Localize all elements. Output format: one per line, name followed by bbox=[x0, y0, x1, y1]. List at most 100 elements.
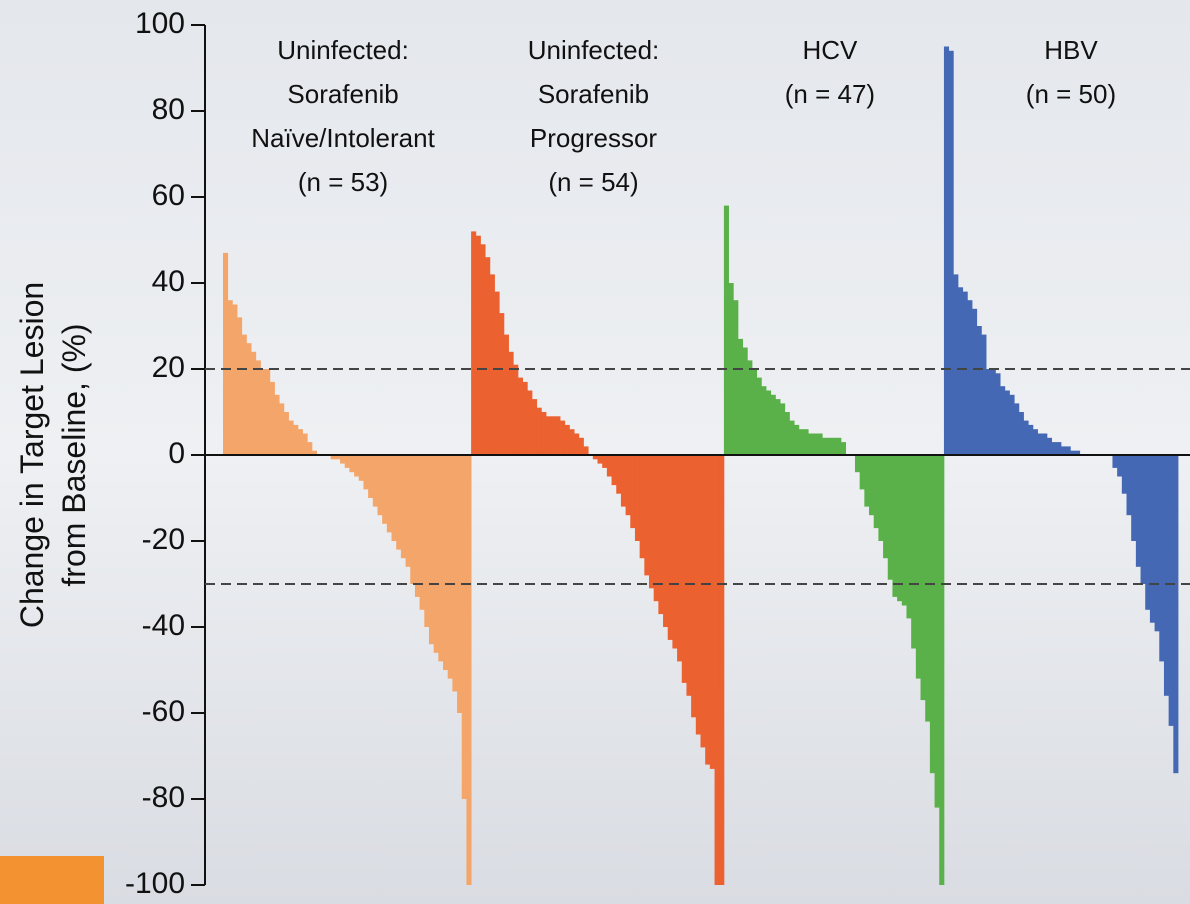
bar bbox=[289, 421, 294, 455]
bar bbox=[293, 425, 298, 455]
bar bbox=[382, 455, 387, 524]
bar bbox=[1009, 395, 1014, 455]
bar bbox=[701, 455, 706, 747]
bar bbox=[448, 455, 453, 679]
bar bbox=[803, 429, 808, 455]
bar bbox=[340, 455, 345, 464]
bar bbox=[569, 429, 574, 455]
bar bbox=[476, 236, 481, 455]
bar bbox=[504, 335, 509, 455]
bar bbox=[429, 455, 434, 644]
group-label: (n = 47) bbox=[785, 79, 875, 109]
y-axis-title-line: from Baseline, (%) bbox=[56, 323, 92, 586]
bar bbox=[574, 434, 579, 456]
bar bbox=[874, 455, 879, 528]
bar bbox=[906, 455, 911, 618]
bar bbox=[1127, 455, 1132, 515]
bar bbox=[284, 412, 289, 455]
bar bbox=[1024, 421, 1029, 455]
bar bbox=[705, 455, 710, 765]
bar bbox=[1061, 446, 1066, 455]
group-label: HBV bbox=[1044, 35, 1098, 65]
bar bbox=[307, 442, 312, 455]
bar bbox=[832, 438, 837, 455]
group-label: HCV bbox=[802, 35, 858, 65]
bar bbox=[729, 283, 734, 455]
bar bbox=[855, 455, 860, 472]
bar bbox=[883, 455, 888, 558]
bar bbox=[621, 455, 626, 507]
bar bbox=[944, 47, 949, 456]
group-label: (n = 50) bbox=[1026, 79, 1116, 109]
bar bbox=[668, 455, 673, 640]
y-tick-label: -100 bbox=[125, 867, 185, 900]
bar bbox=[1042, 434, 1047, 456]
bar bbox=[902, 455, 907, 606]
bar bbox=[1159, 455, 1164, 661]
y-tick-label: 80 bbox=[152, 93, 185, 126]
bar bbox=[495, 292, 500, 455]
bar bbox=[228, 300, 233, 455]
bar bbox=[466, 455, 471, 885]
bar bbox=[303, 434, 308, 456]
bar bbox=[242, 335, 247, 455]
bar bbox=[930, 455, 935, 773]
bar bbox=[349, 455, 354, 472]
bar bbox=[827, 438, 832, 455]
bar bbox=[527, 391, 532, 456]
bar bbox=[841, 442, 846, 455]
bar bbox=[1052, 442, 1057, 455]
y-tick-label: 0 bbox=[168, 437, 185, 470]
bar bbox=[359, 455, 364, 481]
bar bbox=[715, 455, 720, 885]
bar bbox=[513, 365, 518, 455]
bar bbox=[499, 313, 504, 455]
bar bbox=[654, 455, 659, 601]
bar bbox=[733, 300, 738, 455]
bar bbox=[246, 343, 251, 455]
y-tick-label: -60 bbox=[142, 695, 185, 728]
bar bbox=[808, 434, 813, 456]
bar bbox=[682, 455, 687, 683]
bar bbox=[967, 300, 972, 455]
bar bbox=[541, 412, 546, 455]
bar bbox=[785, 412, 790, 455]
bar bbox=[616, 455, 621, 494]
group-label: (n = 54) bbox=[548, 167, 638, 197]
y-tick-label: 60 bbox=[152, 179, 185, 212]
bar bbox=[794, 425, 799, 455]
bar bbox=[363, 455, 368, 489]
bar bbox=[560, 421, 565, 455]
bar bbox=[260, 369, 265, 455]
bar bbox=[438, 455, 443, 661]
bar bbox=[1155, 455, 1160, 631]
bar bbox=[377, 455, 382, 515]
y-tick-label: 100 bbox=[135, 7, 185, 40]
bar bbox=[761, 386, 766, 455]
bar bbox=[434, 455, 439, 653]
y-tick-label: 20 bbox=[152, 351, 185, 384]
chart: Change in Target Lesionfrom Baseline, (%… bbox=[0, 0, 1190, 904]
bar bbox=[256, 360, 261, 455]
bar bbox=[223, 253, 228, 455]
y-axis-title-line: Change in Target Lesion bbox=[14, 282, 50, 628]
bar bbox=[766, 391, 771, 456]
bar bbox=[373, 455, 378, 507]
bar bbox=[420, 455, 425, 610]
bar bbox=[672, 455, 677, 649]
bar bbox=[387, 455, 392, 532]
bar bbox=[635, 455, 640, 541]
bar bbox=[1150, 455, 1155, 623]
bar bbox=[415, 455, 420, 597]
bar bbox=[686, 455, 691, 696]
bar bbox=[738, 339, 743, 455]
page: {"chart_data": { "type": "waterfall", "y… bbox=[0, 0, 1190, 904]
bar bbox=[658, 455, 663, 614]
bar bbox=[298, 429, 303, 455]
bar bbox=[1000, 386, 1005, 455]
bar bbox=[452, 455, 457, 692]
bar bbox=[696, 455, 701, 735]
bar bbox=[237, 317, 242, 455]
bar bbox=[1117, 455, 1122, 477]
bar bbox=[663, 455, 668, 627]
